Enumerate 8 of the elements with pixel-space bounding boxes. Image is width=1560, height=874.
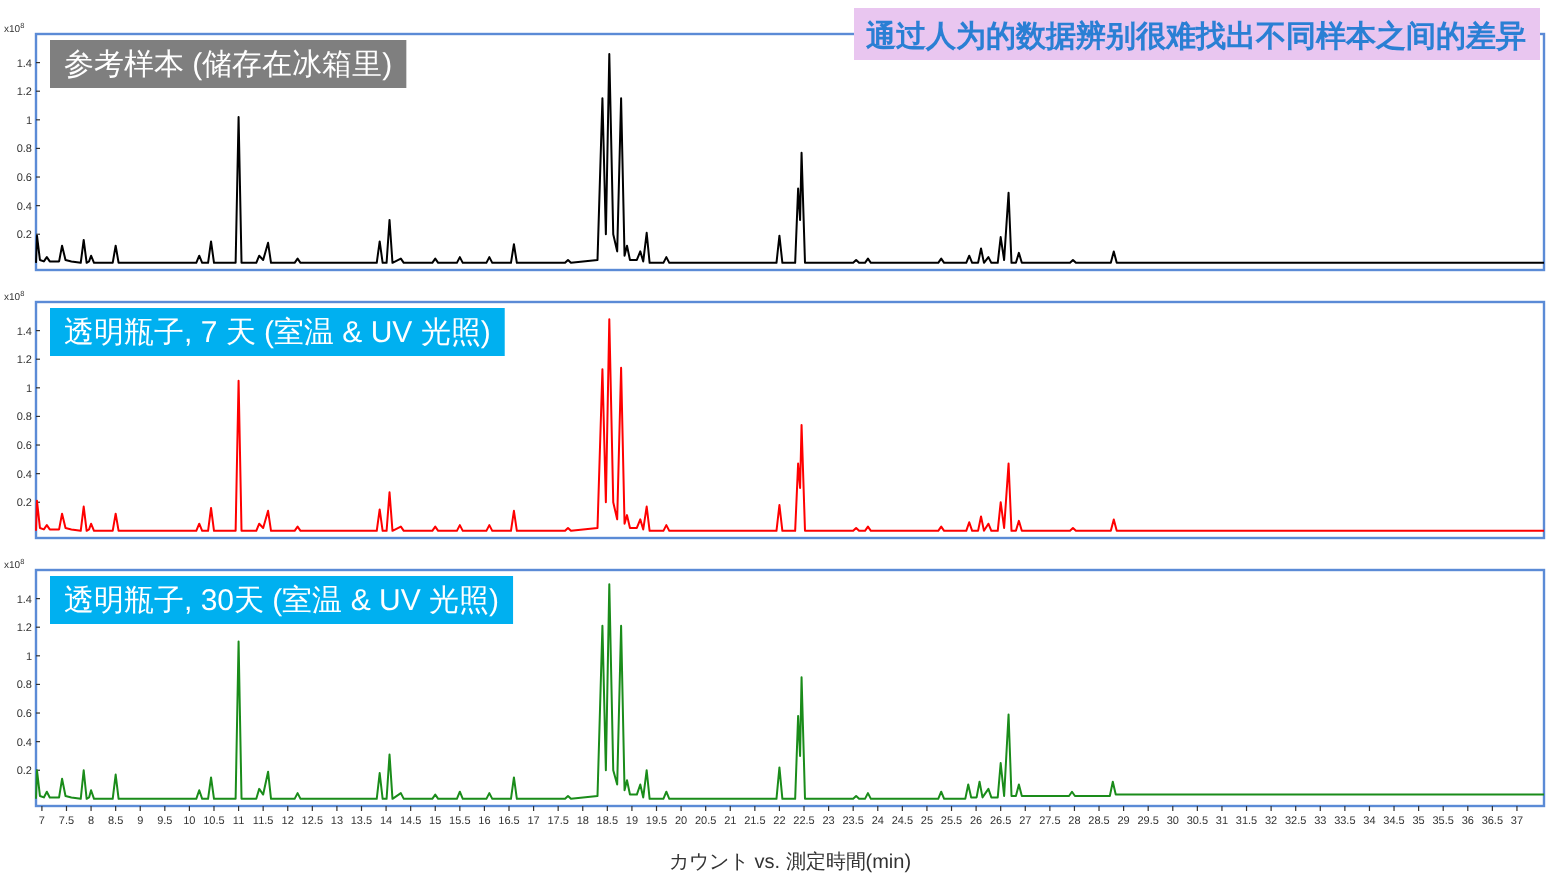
x-axis-title: カウント vs. 測定時間(min) bbox=[668, 850, 912, 874]
text: 透明瓶子, 30天 (室温 & UV 光照) bbox=[64, 584, 500, 618]
line-series bbox=[35, 53, 1545, 264]
text: 参考样本 (储存在冰箱里) bbox=[64, 48, 393, 82]
line-series bbox=[35, 583, 1545, 800]
annotation: 通过人为的数据辨别很难找出不同样本之间的差异 bbox=[864, 18, 1526, 54]
text: 透明瓶子, 7 天 (室温 & UV 光照) bbox=[64, 316, 491, 350]
line-series bbox=[35, 318, 1545, 532]
